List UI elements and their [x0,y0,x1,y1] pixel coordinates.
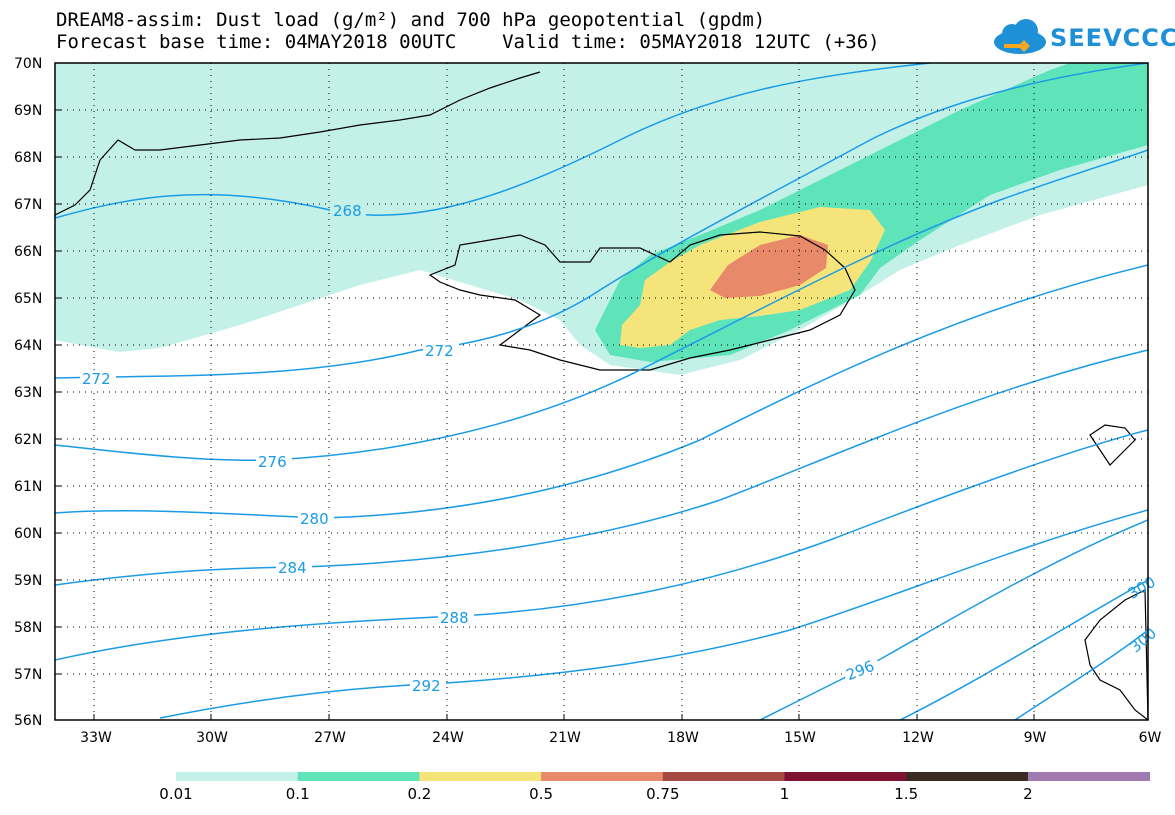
contour-label-288: 288 [440,609,469,627]
contour-276 [55,149,1148,461]
contour-label-300-b: 300 [1127,624,1161,656]
colorbar-swatch-0 [176,772,299,781]
lat-label-61n: 61N [14,479,42,495]
axis-ticks [55,62,1035,720]
lat-label-70n: 70N [14,56,42,72]
lat-axis: 70N 69N 68N 67N 66N 65N 64N 63N 62N 61N … [14,56,42,729]
dust-area-0.5 [710,235,828,298]
map-title: DREAM8-assim: Dust load (g/m²) and 700 h… [56,9,766,31]
colorbar-swatch-3 [541,772,664,781]
contour-300-b [1014,629,1148,720]
lat-label-66n: 66N [14,244,42,260]
contour-label-272-b: 272 [82,370,111,388]
greenland-coast [55,71,541,216]
contour-268 [55,63,931,219]
colorbar-label-6: 1.5 [894,785,919,803]
contour-292 [159,509,1148,719]
colorbar [176,772,1151,781]
contour-280 [55,264,1148,519]
lon-label-9w: 9W [1024,730,1047,746]
lat-label-56n: 56N [14,713,42,729]
iceland-coast [428,231,856,371]
colorbar-label-0: 0.01 [159,785,193,803]
lon-label-12w: 12W [902,730,934,746]
lat-label-67n: 67N [14,197,42,213]
colorbar-swatch-7 [1027,772,1151,781]
geopotential-contours [55,63,1148,720]
lon-label-33w: 33W [80,730,112,746]
lon-label-30w: 30W [196,730,228,746]
dust-area-0.01-north [55,63,1148,375]
colorbar-swatch-1 [297,772,420,781]
cloud-logo-icon [994,19,1046,54]
lon-label-21w: 21W [549,730,581,746]
contour-300-a [899,579,1148,720]
colorbar-label-5: 1 [779,785,790,803]
colorbar-label-4: 0.75 [646,785,680,803]
contour-296 [759,519,1148,720]
map-subtitle: Forecast base time: 04MAY2018 00UTC Vali… [56,31,880,53]
lon-label-27w: 27W [314,730,346,746]
lat-label-65n: 65N [14,291,42,307]
lon-label-6w: 6W [1139,730,1162,746]
lat-label-62n: 62N [14,432,42,448]
contour-label-292: 292 [412,677,441,695]
contour-label-284: 284 [278,559,307,577]
lon-axis: 33W 30W 27W 24W 21W 18W 15W 12W 9W 6W [80,730,1161,746]
colorbar-label-1: 0.1 [285,785,310,803]
lon-label-24w: 24W [432,730,464,746]
colorbar-label-3: 0.5 [529,785,554,803]
contour-label-272-a: 272 [425,342,454,360]
contour-label-300-a: 300 [1125,573,1159,603]
lat-label-60n: 60N [14,526,42,542]
logo-text: SEEVCCC [1050,24,1175,52]
grid-lines [55,63,1148,720]
contour-label-276: 276 [258,453,287,471]
contour-label-268: 268 [333,202,362,220]
contour-label-280: 280 [300,510,329,528]
lat-label-68n: 68N [14,150,42,166]
lat-label-69n: 69N [14,103,42,119]
lat-label-63n: 63N [14,385,42,401]
colorbar-label-2: 0.2 [407,785,432,803]
lat-label-64n: 64N [14,338,42,354]
seevccc-logo: SEEVCCC [990,18,1175,58]
lat-label-57n: 57N [14,667,42,683]
faroe-coast [1089,424,1136,466]
scotland-coast [1084,589,1148,720]
colorbar-label-7: 2 [1023,785,1033,803]
lat-label-59n: 59N [14,573,42,589]
lon-label-15w: 15W [784,730,816,746]
contour-284 [55,349,1148,586]
colorbar-swatch-4 [662,772,785,781]
colorbar-swatch-6 [906,772,1029,781]
lat-label-58n: 58N [14,620,42,636]
lon-label-18w: 18W [667,730,699,746]
contour-288 [55,429,1148,661]
colorbar-swatch-5 [784,772,907,781]
contour-272-north [419,63,1148,351]
colorbar-swatch-2 [419,772,542,781]
